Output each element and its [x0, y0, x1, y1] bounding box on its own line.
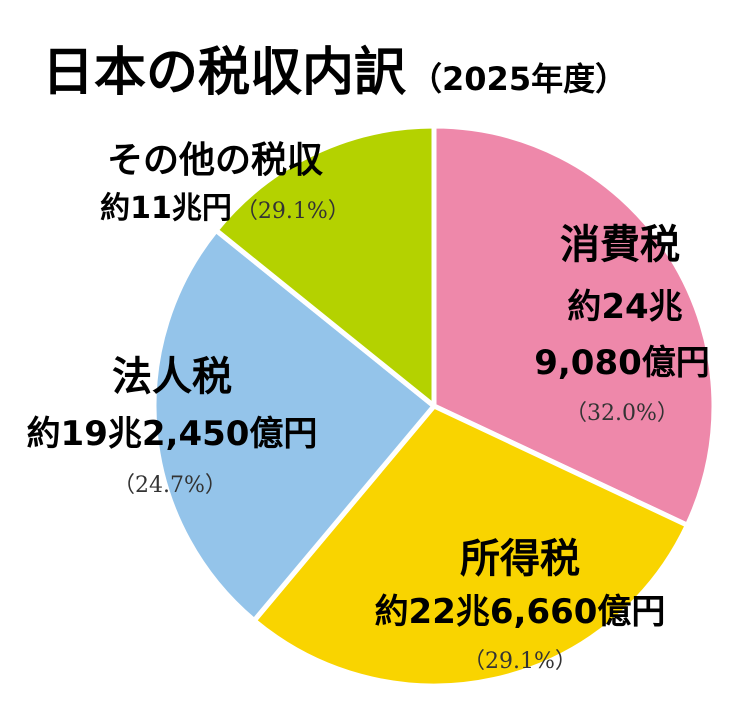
chart-title: 日本の税収内訳 （2025年度） [42, 43, 627, 103]
pie-slice-shohi [431, 123, 717, 528]
label-name-hojin: 法人税 [112, 354, 232, 400]
label-pct-hojin: （24.7%） [113, 473, 227, 498]
label-pct-shohi: （32.0%） [565, 401, 679, 426]
label-name-shotoku: 所得税 [460, 536, 580, 582]
label-amount-sonota: 約11兆円 （29.1%） [100, 191, 350, 226]
pie-slices [151, 123, 717, 689]
label-pct-sonota: （29.1%） [236, 199, 350, 224]
label-pct-shotoku: （29.1%） [463, 649, 577, 674]
label-amount-shohi-1: 約24兆 [567, 287, 682, 327]
label-amount-shohi-2: 9,080億円 [534, 343, 710, 383]
label-amount-sonota-value: 約11兆円 [100, 191, 232, 226]
label-amount-hojin: 約19兆2,450億円 [27, 414, 318, 454]
pie-slice-hojin [151, 227, 437, 624]
chart-title-main: 日本の税収内訳 [42, 43, 407, 103]
label-name-sonota: その他の税収 [107, 140, 323, 181]
chart-subtitle: （2025年度） [410, 60, 627, 98]
label-amount-shotoku: 約22兆6,660億円 [375, 592, 666, 632]
label-name-shohi: 消費税 [560, 222, 680, 268]
pie-slice-shotoku [251, 403, 690, 689]
pie-slice-sonota [213, 123, 437, 409]
